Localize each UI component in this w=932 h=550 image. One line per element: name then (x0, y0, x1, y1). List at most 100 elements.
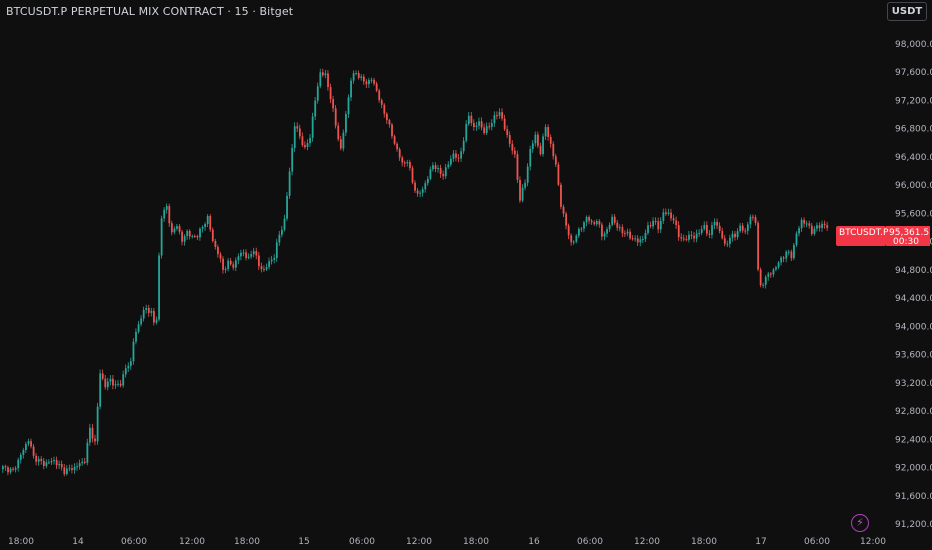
candle-body (496, 115, 498, 117)
candle-body (593, 222, 596, 225)
candle-body (426, 178, 429, 184)
candle-body (163, 209, 166, 219)
candle-body (434, 165, 437, 170)
candle-body (181, 231, 183, 242)
candle-body (455, 153, 457, 158)
last-price-tag: BTCUSDT.P 95,361.5 00:30 (836, 226, 930, 247)
candle-body (516, 154, 519, 180)
candle-body (462, 140, 465, 152)
candle-body (562, 206, 565, 214)
candle-body (96, 406, 99, 442)
candle-body (204, 223, 207, 228)
candle-body (45, 462, 48, 466)
time-axis-label: 12:00 (634, 537, 660, 547)
candle-body (288, 171, 291, 196)
candle-body (19, 454, 22, 460)
candle-body (32, 446, 35, 456)
price-axis-label: 97,600.0 (895, 68, 932, 78)
candle-body (2, 466, 4, 470)
candle-body (127, 365, 130, 369)
candle-body (237, 256, 240, 261)
candle-body (498, 112, 501, 116)
candle-body (217, 246, 219, 255)
price-axis-label: 96,400.0 (895, 153, 932, 163)
price-tag-symbol: BTCUSDT.P (839, 228, 889, 238)
candle-body (214, 240, 217, 247)
candle-body (196, 236, 199, 238)
price-axis-label: 92,400.0 (895, 435, 932, 445)
candle-body (158, 255, 160, 320)
candle-body (316, 86, 319, 101)
candle-body (329, 87, 332, 100)
candle-body (414, 182, 416, 191)
candle-body (583, 222, 585, 229)
candle-body (531, 143, 534, 150)
candle-body (173, 228, 176, 233)
candle-body (621, 227, 624, 234)
candle-body (580, 228, 583, 230)
candle-body (94, 438, 96, 442)
candle-body (775, 267, 777, 270)
candle-body (278, 234, 281, 243)
candle-body (76, 466, 79, 468)
time-axis-label: 12:00 (860, 537, 886, 547)
candle-body (780, 257, 783, 263)
candle-body (698, 232, 701, 234)
candle-body (744, 230, 747, 232)
candle-body (636, 238, 639, 243)
candle-body (301, 136, 304, 146)
candle-body (165, 206, 168, 210)
candle-body (314, 100, 317, 117)
candle-body (357, 73, 360, 78)
candle-body (73, 466, 76, 471)
candle-body (626, 231, 629, 234)
candle-body (534, 134, 537, 144)
candle-body (339, 139, 342, 149)
candle-body (549, 136, 552, 144)
candle-body (657, 221, 660, 230)
candle-body (798, 228, 800, 234)
candle-body (168, 206, 171, 224)
candle-body (575, 235, 578, 242)
candle-body (30, 441, 32, 447)
candle-body (117, 383, 119, 385)
candle-body (764, 276, 767, 285)
candle-body (823, 223, 826, 226)
candle-body (247, 256, 250, 258)
candle-body (680, 237, 683, 239)
candle-body (229, 260, 232, 265)
candle-body (186, 230, 189, 237)
candle-body (311, 116, 314, 138)
candle-body (380, 100, 383, 105)
time-axis-label: 06:00 (804, 537, 830, 547)
candle-body (401, 157, 404, 163)
candle-body (416, 190, 419, 194)
candle-body (644, 232, 647, 240)
candle-body (465, 123, 468, 141)
price-axis-label: 97,200.0 (895, 96, 932, 106)
candle-body (800, 219, 803, 229)
currency-button[interactable]: USDT (887, 2, 927, 21)
candle-body (145, 307, 148, 310)
candle-body (155, 319, 158, 323)
candle-body (826, 225, 829, 228)
candle-body (734, 233, 736, 238)
candle-body (347, 97, 350, 115)
candle-body (258, 255, 260, 267)
candle-body (411, 168, 414, 183)
candle-body (183, 236, 186, 242)
candle-body (122, 374, 125, 386)
candle-body (634, 238, 637, 240)
candle-body (444, 167, 447, 177)
time-axis-label: 06:00 (577, 537, 603, 547)
candle-body (188, 230, 191, 237)
candle-body (48, 462, 50, 464)
lightning-bolt-icon[interactable]: ⚡ (851, 514, 869, 532)
candle-body (99, 373, 102, 407)
price-axis-label: 92,800.0 (895, 407, 932, 417)
candle-body (224, 269, 227, 271)
candle-body (762, 284, 765, 286)
candle-body (567, 225, 570, 236)
candle-body (304, 145, 306, 148)
